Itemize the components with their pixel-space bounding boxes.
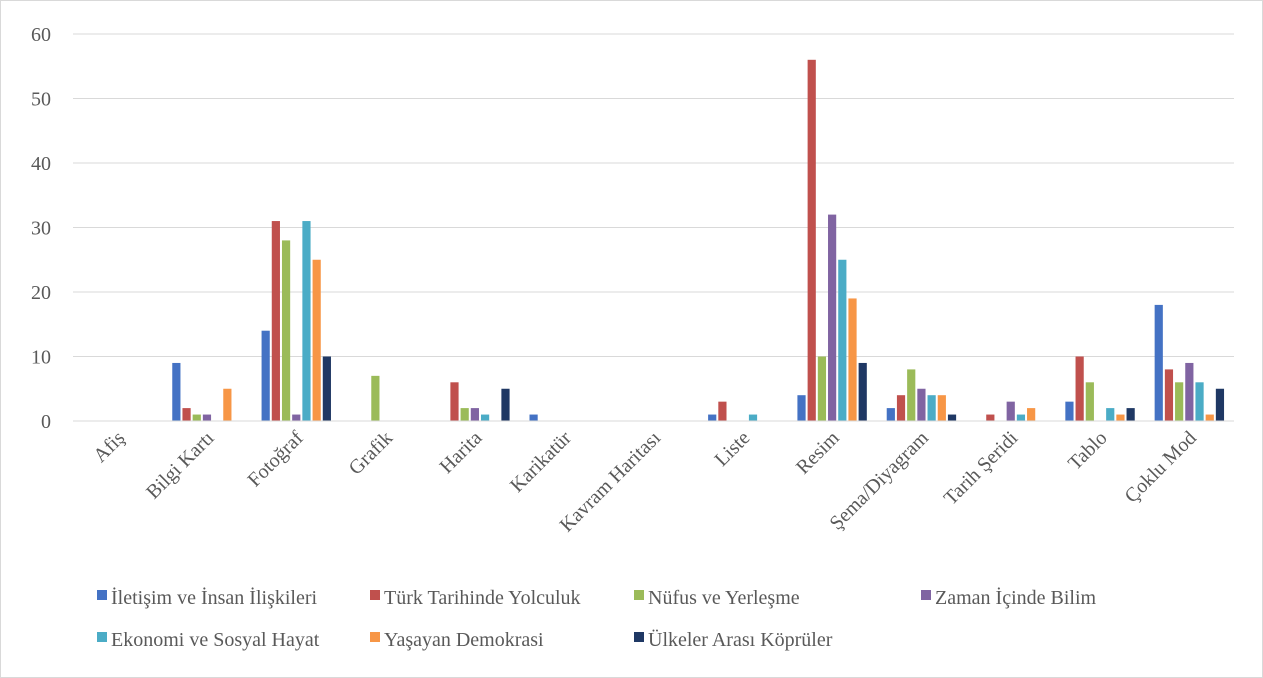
bar [529,414,538,421]
bar [322,356,331,421]
y-tick-label: 30 [31,218,51,240]
bar [1195,382,1204,421]
bar [1075,356,1084,421]
bar [1164,369,1174,421]
bar [261,330,270,421]
bar [182,408,191,421]
bar [1215,388,1225,421]
bars [172,59,1225,422]
bar [1175,382,1184,421]
bar [192,414,201,421]
bar [1185,362,1194,421]
y-tick-label: 0 [41,411,51,433]
legend-label: Yaşayan Demokrasi [384,629,544,651]
bar [1154,304,1163,421]
bar [271,221,280,421]
legend-swatch [97,632,107,642]
bar [1065,401,1074,421]
bar [896,395,906,421]
bar [312,259,321,421]
bar [807,59,816,422]
legend-swatch [370,590,380,600]
legend-item: Ülkeler Arası Köprüler [634,628,833,651]
y-tick-label: 10 [31,347,51,369]
legend-label: İletişim ve İnsan İlişkileri [111,586,318,609]
legend-swatch [97,590,107,600]
legend-item: Yaşayan Demokrasi [370,629,544,651]
x-tick-label: Resim [792,427,844,479]
bar [1205,414,1214,421]
bar [848,298,857,421]
x-tick-label: Harita [436,427,487,478]
x-tick-label: Fotoğraf [244,427,309,492]
legend-swatch [634,632,644,642]
legend-label: Nüfus ve Yerleşme [648,587,800,609]
bar [223,388,232,421]
bar [947,414,957,421]
x-tick-label: Afiş [89,427,129,467]
bar [292,414,301,421]
bar [450,382,459,421]
bar [281,240,291,421]
legend-label: Zaman İçinde Bilim [935,586,1097,609]
x-tick-label: Çoklu Mod [1120,427,1200,507]
bar [927,395,936,421]
legend-item: İletişim ve İnsan İlişkileri [97,586,318,609]
x-tick-label: Tablo [1064,427,1112,475]
bar [480,414,490,421]
bar [708,414,717,421]
bar [470,408,479,421]
x-tick-label: Liste [711,427,755,471]
bar [718,401,727,421]
y-axis-ticks: 0 10 20 30 40 50 60 [31,24,51,433]
gridlines [73,33,1234,357]
x-tick-label: Bilgi Kartı [142,427,219,504]
legend-item: Nüfus ve Yerleşme [634,587,800,609]
bar [1006,401,1015,421]
bar [748,414,758,421]
x-axis-ticks: Afiş Bilgi Kartı Fotoğraf Grafik Harita Karik… [89,427,1201,537]
x-tick-label: Tarih Şeridi [940,427,1023,510]
legend-swatch [370,632,380,642]
legend-item: Ekonomi ve Sosyal Hayat [97,629,320,651]
legend-item: Zaman İçinde Bilim [921,586,1097,609]
x-tick-label: Karikatür [506,427,576,497]
bar [858,362,867,421]
legend-item: Türk Tarihinde Yolculuk [370,587,581,609]
legend-label: Ekonomi ve Sosyal Hayat [111,629,320,651]
bar [886,408,895,421]
bar [986,414,995,421]
bar [917,388,926,421]
legend-swatch [921,590,931,600]
bar [797,395,806,421]
bar [460,408,469,421]
bar [907,369,916,421]
bar [817,356,827,421]
bar [1016,414,1026,421]
y-tick-label: 20 [31,282,51,304]
legend-label: Ülkeler Arası Köprüler [648,628,833,651]
bar [838,259,847,421]
bar [202,414,212,421]
y-tick-label: 50 [31,89,51,111]
bar [1116,414,1125,421]
bar [172,362,181,421]
bar [828,214,837,421]
bar [937,395,946,421]
bar [371,375,380,421]
x-tick-label: Grafik [345,427,397,479]
bar [1106,408,1115,421]
legend-swatch [634,590,644,600]
bar [302,221,311,421]
bar [1126,408,1135,421]
legend-label: Türk Tarihinde Yolculuk [384,587,581,609]
bar [1085,382,1094,421]
y-tick-label: 60 [31,24,51,46]
y-tick-label: 40 [31,153,51,175]
bar [501,388,510,421]
legend: İletişim ve İnsan İlişkileri Türk Tarihin… [97,586,1097,651]
bar [1027,408,1036,421]
